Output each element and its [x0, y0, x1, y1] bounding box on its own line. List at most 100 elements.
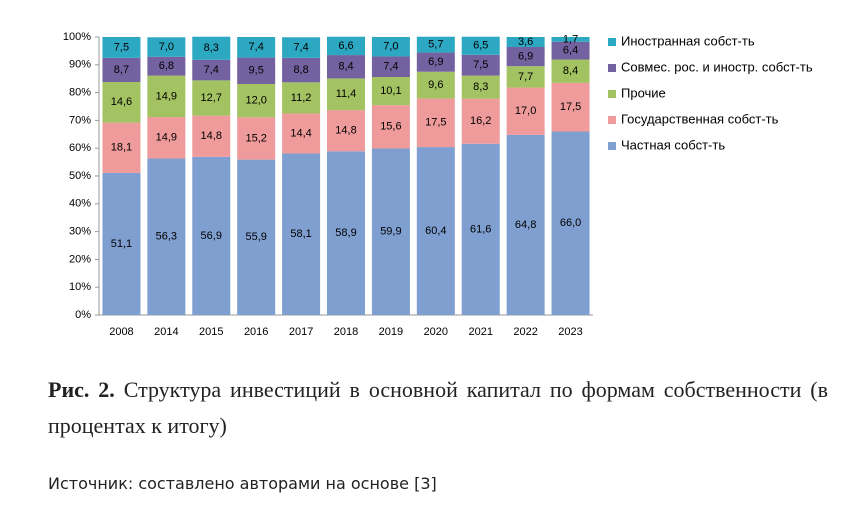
bar-segment [327, 78, 365, 111]
legend-label: Иностранная собст-ть [621, 33, 755, 48]
bar-segment [237, 117, 276, 160]
bar-segment [102, 57, 141, 83]
value-label: 16,2 [470, 115, 491, 127]
value-label: 8,3 [473, 81, 488, 93]
bar-segment [461, 75, 500, 99]
value-label: 51,1 [111, 238, 132, 250]
bar-segment [192, 80, 231, 116]
value-label: 12,7 [201, 92, 222, 104]
caption-label: Рис. 2. [48, 377, 115, 402]
value-label: 14,8 [335, 125, 356, 137]
value-label: 10,1 [380, 85, 401, 97]
value-label: 12,0 [245, 95, 266, 107]
bar-segment [192, 59, 231, 81]
bar-segment [237, 83, 276, 118]
value-label: 14,9 [156, 132, 177, 144]
value-label: 7,4 [383, 61, 398, 73]
bar-segment [371, 37, 410, 57]
value-label: 58,9 [335, 227, 356, 239]
value-label: 1,7 [563, 33, 578, 45]
bar-segment [282, 153, 321, 315]
value-label: 9,6 [428, 79, 443, 91]
bar-segment [102, 122, 141, 173]
value-label: 8,3 [204, 42, 219, 54]
x-tick-label: 2016 [244, 326, 268, 338]
value-label: 58,1 [290, 228, 311, 240]
bar-segment [461, 36, 500, 55]
bar-segment [102, 172, 141, 315]
bar-segment [192, 115, 231, 157]
y-tick-label: 100% [63, 31, 91, 43]
value-label: 15,6 [380, 121, 401, 133]
legend-swatch [608, 90, 616, 98]
value-label: 17,5 [425, 117, 446, 129]
value-label: 8,4 [563, 65, 578, 77]
bar-segment [327, 151, 365, 315]
value-label: 9,5 [249, 65, 264, 77]
bar-segment [551, 41, 590, 60]
bar-segment [461, 54, 500, 76]
value-label: 8,8 [293, 64, 308, 76]
value-label: 11,2 [291, 92, 312, 104]
value-label: 7,4 [204, 64, 219, 76]
value-label: 56,9 [201, 230, 222, 242]
value-label: 17,0 [515, 105, 536, 117]
bar-segment [102, 82, 141, 123]
x-tick-label: 2018 [334, 326, 358, 338]
bar-segment [416, 147, 455, 315]
value-label: 7,4 [249, 41, 264, 53]
x-tick-label: 2020 [424, 326, 448, 338]
bar-segment [461, 143, 500, 315]
bar-segment [371, 77, 410, 106]
legend-swatch [608, 64, 616, 72]
x-tick-label: 2023 [558, 326, 582, 338]
bar-segment [237, 57, 276, 84]
bar-segment [416, 98, 455, 148]
value-label: 15,2 [245, 132, 266, 144]
value-label: 7,5 [473, 59, 488, 71]
value-label: 6,6 [338, 40, 353, 52]
value-label: 61,6 [470, 223, 491, 235]
bar-segment [371, 105, 410, 149]
value-label: 56,3 [156, 231, 177, 243]
bar-segment [506, 87, 545, 135]
value-label: 64,8 [515, 219, 536, 231]
value-label: 6,5 [473, 40, 488, 52]
bar-segment [416, 36, 455, 53]
bar-segment [282, 37, 321, 58]
bar-segment [282, 57, 321, 83]
bar-segment [147, 56, 186, 76]
bar-segment [551, 59, 590, 83]
legend-label: Совмес. рос. и иностр. собст-ть [621, 59, 813, 74]
value-label: 7,0 [159, 41, 174, 53]
y-tick-label: 10% [69, 281, 91, 293]
x-tick-label: 2015 [199, 326, 223, 338]
bar-segment [551, 131, 590, 315]
bar-segment [506, 47, 545, 67]
legend-swatch [608, 142, 616, 150]
legend-swatch [608, 116, 616, 124]
value-label: 14,8 [201, 130, 222, 142]
bar-segment [147, 37, 186, 57]
bar-segment [371, 56, 410, 78]
bar-segment [147, 158, 186, 315]
value-label: 5,7 [428, 39, 443, 51]
bar-segment [371, 148, 410, 315]
value-label: 8,4 [338, 61, 353, 73]
y-tick-label: 70% [69, 114, 91, 126]
y-tick-label: 60% [69, 142, 91, 154]
bar-segment [506, 66, 545, 88]
bar-segment [237, 159, 276, 315]
value-label: 7,0 [383, 41, 398, 53]
value-label: 7,7 [518, 71, 533, 83]
value-label: 6,9 [428, 56, 443, 68]
bar-segment [327, 36, 365, 56]
value-label: 14,9 [156, 90, 177, 102]
bar-segment [237, 37, 276, 58]
bar-segment [416, 52, 455, 72]
chart: 0% 10% 20% 30% 40% 50% 60% 70% 80% 90% 100% 2008 51,… [63, 31, 813, 338]
x-tick-label: 2021 [468, 326, 492, 338]
x-tick-label: 2017 [289, 326, 313, 338]
bar-segment [551, 37, 590, 42]
